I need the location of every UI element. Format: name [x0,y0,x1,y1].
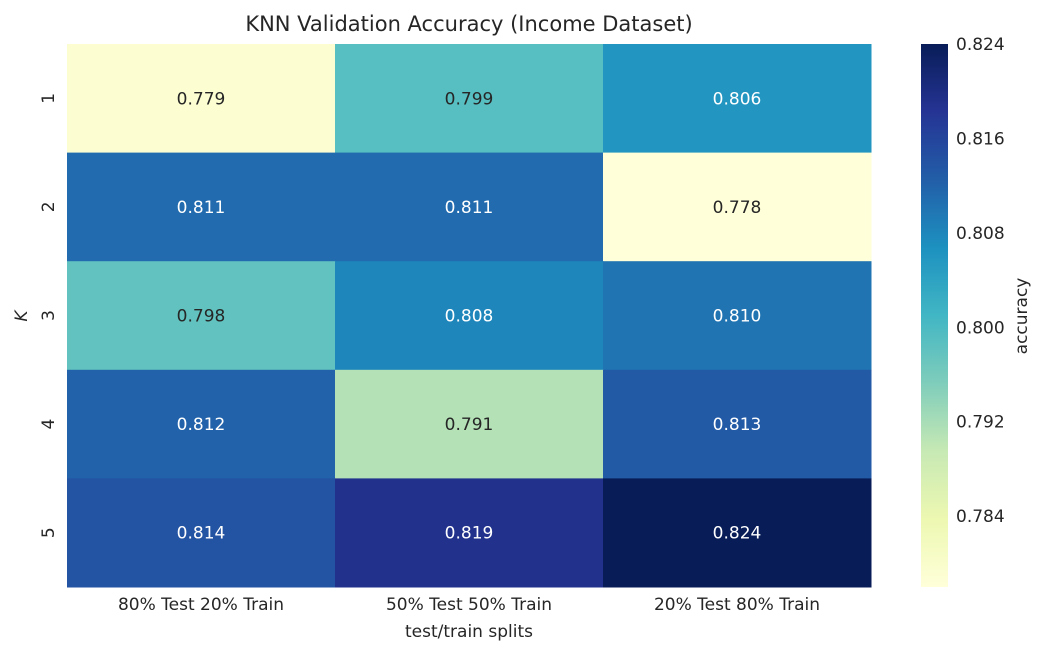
cell-value-label: 0.808 [445,307,494,327]
cell-value-label: 0.811 [177,198,226,218]
colorbar-tick-label: 0.784 [956,507,1005,527]
cell-value-label: 0.812 [177,415,226,435]
colorbar-tick-label: 0.816 [956,129,1005,149]
heatmap-cell [603,261,872,371]
x-axis-label: test/train splits [405,622,533,642]
heatmap-cell [335,478,604,588]
y-tick-label: 4 [39,419,59,430]
y-tick-label: 5 [39,527,59,538]
heatmap-cell [335,44,604,154]
colorbar-tick-label: 0.808 [956,224,1005,244]
colorbar-tick-label: 0.824 [956,35,1005,55]
x-tick-label: 80% Test 20% Train [118,595,284,615]
x-tick-label: 50% Test 50% Train [386,595,552,615]
heatmap-cell [335,369,604,479]
y-axis-label: K [12,309,32,322]
colorbar-label: accuracy [1012,278,1032,355]
heatmap-cell [67,152,336,262]
x-tick-label: 20% Test 80% Train [654,595,820,615]
heatmap-cell [603,478,872,588]
heatmap-cell [603,369,872,479]
cell-value-label: 0.824 [713,524,762,544]
heatmap-cells: 0.779 0.799 0.806 0.811 0.811 0.778 0.798 0.808… [67,44,872,588]
colorbar-tick-label: 0.792 [956,413,1005,433]
heatmap-cell [67,478,336,588]
cell-value-label: 0.813 [713,415,762,435]
cell-value-label: 0.814 [177,524,226,544]
heatmap-cell [67,44,336,154]
cell-value-label: 0.810 [713,307,762,327]
y-tick-label: 3 [39,310,59,321]
heatmap-cell [67,369,336,479]
x-tick-labels: 80% Test 20% Train 50% Test 50% Train 20% … [118,595,820,615]
cell-value-label: 0.806 [713,89,762,109]
colorbar-tick-label: 0.800 [956,318,1005,338]
cell-value-label: 0.779 [177,89,226,109]
heatmap-cell [603,44,872,154]
cell-value-label: 0.791 [445,415,494,435]
heatmap-cell [603,152,872,262]
y-tick-label: 2 [39,201,59,212]
cell-value-label: 0.811 [445,198,494,218]
heatmap-cell [335,261,604,371]
heatmap-cell [67,261,336,371]
y-tick-label: 1 [39,93,59,104]
cell-value-label: 0.798 [177,307,226,327]
cell-value-label: 0.799 [445,89,494,109]
cell-value-label: 0.778 [713,198,762,218]
cell-value-label: 0.819 [445,524,494,544]
chart-title: KNN Validation Accuracy (Income Dataset) [245,12,692,36]
y-tick-labels: 1 2 3 4 5 [39,93,59,538]
heatmap-cell [335,152,604,262]
colorbar-tick-labels: 0.784 0.792 0.800 0.808 0.816 0.824 [956,35,1005,527]
colorbar [921,44,948,587]
